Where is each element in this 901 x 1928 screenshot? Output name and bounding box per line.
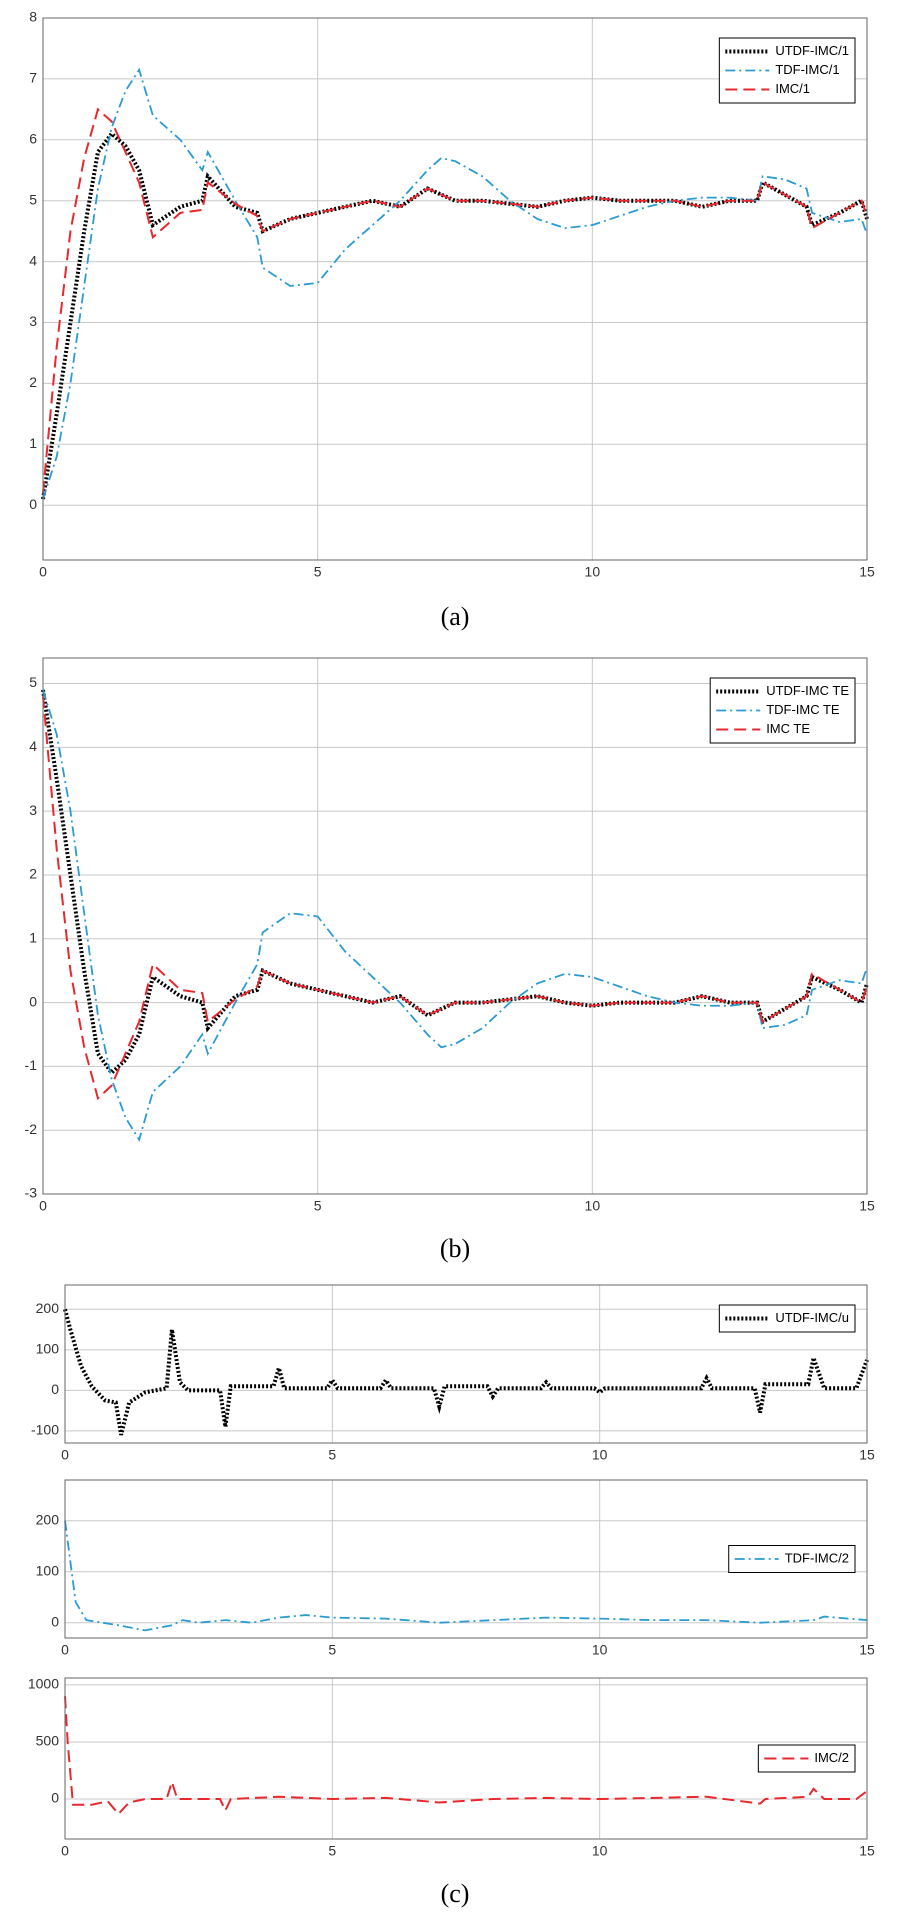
y-tick-label: -2 <box>25 1121 38 1137</box>
plot-frame <box>64 1677 868 1840</box>
y-tick-label: 7 <box>29 70 37 86</box>
x-tick-label: 0 <box>39 1198 47 1214</box>
legend: IMC/2 <box>757 1744 856 1773</box>
y-tick-label: 6 <box>29 131 37 147</box>
series-line <box>64 1520 868 1632</box>
legend-label: TDF-IMC/1 <box>775 62 839 77</box>
y-tick-label: 1 <box>29 929 37 945</box>
y-tick-label: 1000 <box>28 1676 59 1692</box>
x-tick-label: 5 <box>328 1843 336 1859</box>
y-tick-label: 2 <box>29 374 37 390</box>
x-tick-label: 0 <box>61 1642 69 1658</box>
legend-label: TDF-IMC TE <box>766 702 840 717</box>
y-tick-label: 5 <box>29 674 37 690</box>
legend-label: UTDF-IMC/1 <box>775 43 849 58</box>
y-tick-label: 2 <box>29 866 37 882</box>
y-tick-label: 0 <box>51 1790 59 1806</box>
legend-label: TDF-IMC/2 <box>785 1550 849 1565</box>
y-tick-label: 500 <box>36 1733 60 1749</box>
x-tick-label: 15 <box>859 1447 875 1463</box>
x-tick-label: 5 <box>314 564 322 580</box>
y-tick-label: 0 <box>29 496 37 512</box>
x-tick-label: 5 <box>328 1642 336 1658</box>
plot-frame <box>42 657 868 1195</box>
y-tick-label: -3 <box>25 1185 38 1201</box>
x-tick-label: 15 <box>859 564 875 580</box>
plot-frame <box>64 1479 868 1639</box>
series-line <box>64 1696 868 1816</box>
y-tick-label: 1 <box>29 435 37 451</box>
x-tick-label: 0 <box>39 564 47 580</box>
legend-label: UTDF-IMC/u <box>775 1310 849 1325</box>
plot-frame <box>64 1284 868 1444</box>
plot-area <box>43 18 867 560</box>
x-tick-label: 5 <box>328 1447 336 1463</box>
x-tick-label: 15 <box>859 1642 875 1658</box>
y-tick-label: -100 <box>31 1422 59 1438</box>
series-line <box>42 689 868 1142</box>
legend-label: UTDF-IMC TE <box>766 683 849 698</box>
series-line <box>42 67 868 500</box>
y-tick-label: -1 <box>25 1057 38 1073</box>
y-tick-label: 5 <box>29 191 37 207</box>
plot-frame <box>42 17 868 561</box>
legend: UTDF-IMC/1 TDF-IMC/1 IMC/1 <box>718 37 856 104</box>
x-tick-label: 15 <box>859 1843 875 1859</box>
legend-label: IMC/2 <box>814 1750 849 1765</box>
series-line <box>42 107 868 494</box>
caption: (a) <box>441 602 470 631</box>
legend-label: IMC/1 <box>775 81 810 96</box>
x-tick-label: 10 <box>592 1447 608 1463</box>
y-tick-label: 100 <box>36 1562 60 1578</box>
legend: UTDF-IMC/u <box>718 1304 856 1333</box>
x-tick-label: 10 <box>585 1198 601 1214</box>
y-tick-label: 0 <box>29 993 37 1009</box>
y-tick-label: 4 <box>29 738 37 754</box>
x-tick-label: 15 <box>859 1198 875 1214</box>
y-tick-label: 100 <box>36 1341 60 1357</box>
legend: TDF-IMC/2 <box>728 1545 856 1573</box>
y-tick-label: 4 <box>29 252 37 268</box>
legend: UTDF-IMC TE TDF-IMC TE IMC TE <box>709 677 856 744</box>
caption: (b) <box>440 1234 470 1263</box>
y-tick-label: 0 <box>51 1613 59 1629</box>
plot-area <box>65 1678 867 1839</box>
x-tick-label: 0 <box>61 1843 69 1859</box>
y-tick-label: 8 <box>29 9 37 25</box>
y-tick-label: 0 <box>51 1381 59 1397</box>
y-tick-label: 3 <box>29 802 37 818</box>
legend-box <box>718 37 856 104</box>
x-tick-label: 10 <box>585 564 601 580</box>
x-tick-label: 10 <box>592 1642 608 1658</box>
x-tick-label: 5 <box>314 1198 322 1214</box>
legend-box <box>709 677 856 744</box>
legend-label: IMC TE <box>766 721 810 736</box>
y-tick-label: 200 <box>36 1300 60 1316</box>
y-tick-label: 3 <box>29 313 37 329</box>
y-tick-label: 200 <box>36 1511 60 1527</box>
x-tick-label: 10 <box>592 1843 608 1859</box>
caption: (c) <box>441 1879 470 1908</box>
x-tick-label: 0 <box>61 1447 69 1463</box>
